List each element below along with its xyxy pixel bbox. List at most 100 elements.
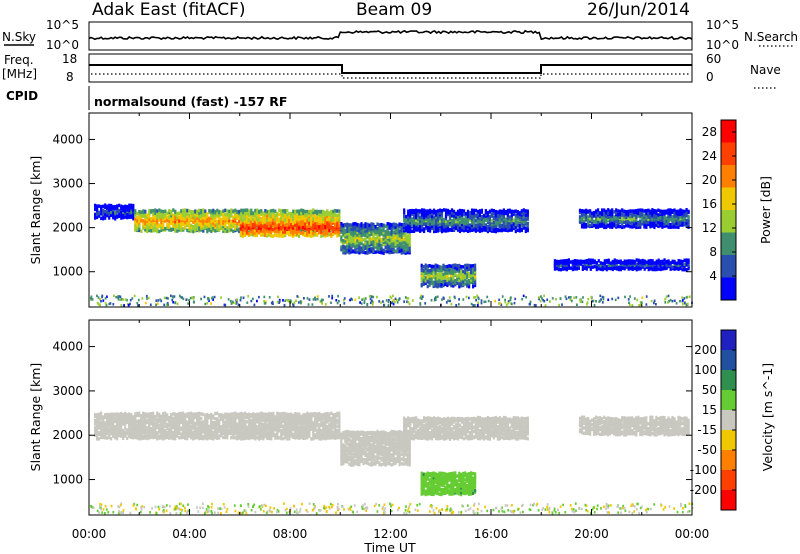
time-tick-3: 12:00 bbox=[373, 527, 408, 541]
velocity-echo-region-1 bbox=[340, 429, 411, 467]
power-colorbar-swatch-5 bbox=[721, 232, 736, 256]
time-tick-1: 04:00 bbox=[172, 527, 207, 541]
freq-panel: Freq. [MHz] 18 8 60 0 Nave bbox=[2, 52, 781, 89]
nave-label: Nave bbox=[750, 63, 781, 77]
noise-panel: N.Sky 10^5 10^0 10^5 10^0 N.Search bbox=[2, 18, 798, 52]
freq-tick-hi: 18 bbox=[62, 52, 77, 66]
time-tick-2: 08:00 bbox=[273, 527, 308, 541]
velocity-ytick-4000: 4000 bbox=[52, 340, 83, 354]
time-tick-5: 20:00 bbox=[574, 527, 609, 541]
power-colorbar-swatch-4 bbox=[721, 210, 736, 233]
power-ytick-3000: 3000 bbox=[52, 177, 83, 191]
velocity-colorbar-tick-4: -15 bbox=[697, 423, 717, 437]
velocity-ylabel: Slant Range [km] bbox=[28, 363, 43, 472]
power-colorbar-swatch-1 bbox=[721, 142, 736, 166]
power-echo-region-5 bbox=[420, 263, 477, 289]
time-tick-0: 00:00 bbox=[72, 527, 107, 541]
power-colorbar-tick-24: 24 bbox=[702, 149, 717, 163]
noise-tick-hi-right: 10^5 bbox=[706, 18, 739, 32]
velocity-colorbar-tick-5: -50 bbox=[697, 443, 717, 457]
power-colorbar-tick-28: 28 bbox=[702, 125, 717, 139]
noise-tick-hi-left: 10^5 bbox=[46, 18, 79, 32]
noise-trace bbox=[88, 29, 693, 41]
power-colorbar-tick-20: 20 bbox=[702, 173, 717, 187]
power-panel: 1000 2000 3000 4000 Slant Range [km] bbox=[28, 112, 693, 308]
freq-trace bbox=[89, 64, 692, 74]
velocity-colorbar-swatch-3 bbox=[721, 390, 736, 411]
velocity-colorbar-label-text: Velocity [m s^-1] bbox=[760, 363, 775, 471]
velocity-colorbar: 200 100 50 15 -15 -50 -100 -200 Velocity [m s^-… bbox=[690, 329, 775, 511]
power-ytick-4000: 4000 bbox=[52, 132, 83, 146]
time-tick-6: 00:00 bbox=[675, 527, 710, 541]
power-colorbar-tick-8: 8 bbox=[709, 245, 717, 259]
power-colorbar-swatch-2 bbox=[721, 165, 736, 188]
velocity-ytick-3000: 3000 bbox=[52, 384, 83, 398]
power-colorbar-tick-4: 4 bbox=[709, 269, 717, 283]
nave-trace bbox=[91, 73, 690, 79]
power-colorbar-swatch-0 bbox=[721, 120, 736, 143]
power-colorbar: 4 8 12 16 20 24 28 Power [dB] bbox=[702, 119, 773, 301]
velocity-colorbar-tick-6: -100 bbox=[690, 463, 717, 477]
velocity-colorbar-swatch-5 bbox=[721, 430, 736, 451]
power-colorbar-tick-12: 12 bbox=[702, 221, 717, 235]
velocity-colorbar-label: Velocity [m s^-1] bbox=[760, 363, 775, 471]
power-y-axis: 1000 2000 3000 4000 bbox=[52, 113, 693, 307]
velocity-echo-region-0 bbox=[94, 411, 341, 441]
velocity-colorbar-swatch-4 bbox=[721, 410, 736, 431]
power-echo-region-0 bbox=[94, 203, 135, 221]
power-colorbar-label: Power [dB] bbox=[758, 176, 773, 244]
noise-tick-lo-right: 10^0 bbox=[706, 38, 739, 52]
velocity-colorbar-swatch-8 bbox=[721, 490, 736, 511]
date-title: 26/Jun/2014 bbox=[587, 0, 690, 20]
nsearch-label: N.Search bbox=[744, 30, 798, 44]
velocity-colorbar-swatch-2 bbox=[721, 370, 736, 391]
station-title: Adak East (fitACF) bbox=[92, 0, 246, 20]
time-tick-4: 16:00 bbox=[474, 527, 509, 541]
power-ylabel: Slant Range [km] bbox=[28, 156, 43, 265]
power-ytick-1000: 1000 bbox=[52, 265, 83, 279]
power-echo-region-6 bbox=[553, 258, 690, 272]
velocity-colorbar-tick-1: 100 bbox=[694, 363, 717, 377]
nsky-label: N.Sky bbox=[2, 30, 36, 44]
freq-label-line2: [MHz] bbox=[2, 67, 37, 81]
nave-tick-lo: 0 bbox=[706, 70, 714, 84]
power-echo-region-4 bbox=[403, 208, 529, 234]
power-colorbar-swatch-3 bbox=[721, 187, 736, 211]
velocity-ground-scatter bbox=[90, 502, 694, 515]
power-echo-region-3 bbox=[340, 222, 411, 255]
velocity-colorbar-swatch-0 bbox=[721, 330, 736, 351]
cpid-row: CPID normalsound (fast) -157 RF bbox=[6, 86, 287, 110]
velocity-colorbar-tick-0: 200 bbox=[694, 343, 717, 357]
time-axis-label: Time UT bbox=[363, 540, 416, 554]
power-echo-region-2 bbox=[239, 216, 341, 238]
velocity-colorbar-tick-7: -200 bbox=[690, 483, 717, 497]
cpid-text: normalsound (fast) -157 RF bbox=[94, 94, 287, 109]
velocity-colorbar-tick-2: 50 bbox=[702, 383, 717, 397]
power-marks bbox=[89, 203, 693, 307]
beam-title: Beam 09 bbox=[356, 0, 432, 20]
cpid-label: CPID bbox=[6, 89, 38, 103]
time-axis: 00:00 04:00 08:00 12:00 16:00 20:00 00:00 bbox=[72, 527, 710, 541]
power-echo-region-7 bbox=[578, 208, 690, 230]
power-colorbar-swatch-6 bbox=[721, 255, 736, 278]
velocity-echo-region-2 bbox=[403, 415, 529, 441]
power-ground-scatter bbox=[89, 294, 693, 307]
velocity-marks bbox=[90, 411, 694, 515]
velocity-ytick-1000: 1000 bbox=[52, 473, 83, 487]
freq-label-line1: Freq. bbox=[4, 53, 34, 67]
velocity-echo-region-3 bbox=[420, 471, 477, 497]
velocity-colorbar-swatch-1 bbox=[721, 350, 736, 371]
power-colorbar-swatch-7 bbox=[721, 277, 736, 301]
noise-sky-line bbox=[88, 29, 693, 41]
velocity-ytick-2000: 2000 bbox=[52, 428, 83, 442]
velocity-colorbar-swatch-7 bbox=[721, 470, 736, 491]
nave-tick-hi: 60 bbox=[706, 52, 721, 66]
velocity-echo-region-4 bbox=[578, 415, 690, 437]
power-ytick-2000: 2000 bbox=[52, 221, 83, 235]
velocity-colorbar-tick-3: 15 bbox=[702, 403, 717, 417]
velocity-y-axis: 1000 2000 3000 4000 bbox=[52, 320, 693, 515]
velocity-colorbar-swatch-6 bbox=[721, 450, 736, 471]
power-colorbar-tick-16: 16 bbox=[702, 197, 717, 211]
